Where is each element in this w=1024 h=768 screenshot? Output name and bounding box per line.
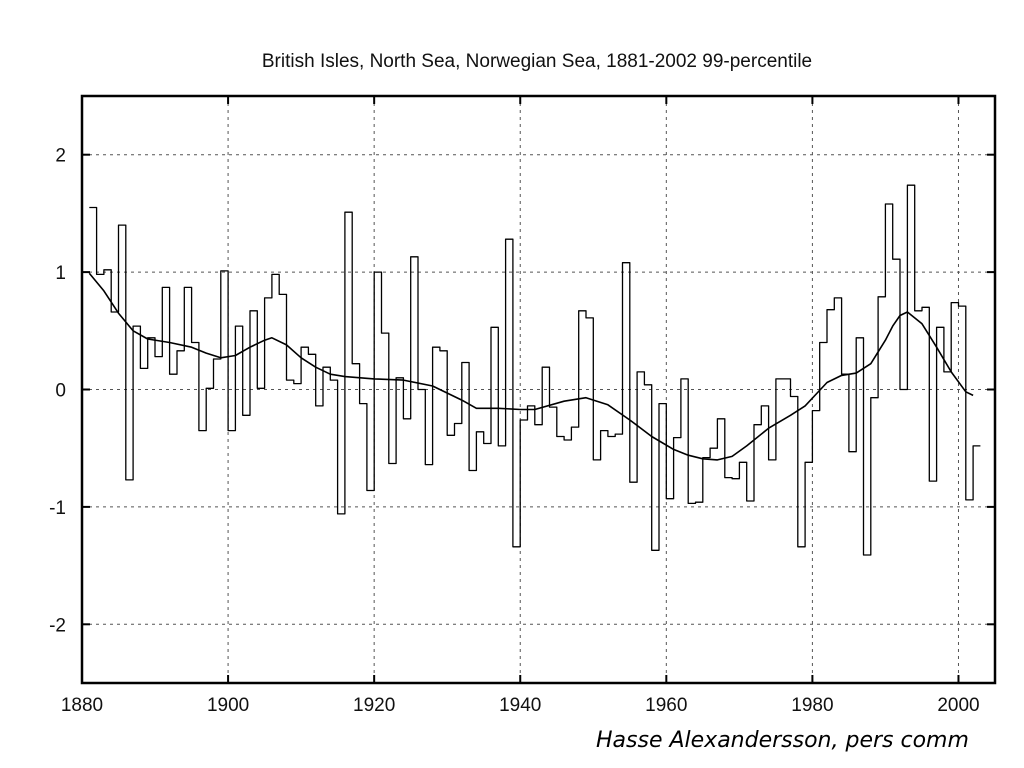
x-tick-label: 1980 [791, 695, 833, 716]
annual-step-series [89, 184, 981, 556]
y-tick-label: 0 [55, 381, 66, 402]
credit-text: Hasse Alexandersson, pers comm [596, 728, 969, 753]
x-tick-label: 1900 [207, 695, 249, 716]
y-tick-labels: 2 1 0 -1 -2 [49, 146, 66, 637]
y-tick-label: 1 [55, 263, 66, 284]
x-tick-labels: 1880 1900 1920 1940 1960 1980 2000 [61, 695, 980, 716]
tick-marks [81, 96, 995, 683]
x-tick-label: 1920 [353, 695, 395, 716]
smoothed-trend-line [88, 272, 974, 461]
y-tick-label: -2 [49, 615, 66, 636]
x-tick-label: 1960 [645, 695, 687, 716]
chart-title: British Isles, North Sea, Norwegian Sea,… [262, 51, 812, 72]
y-tick-label: -1 [49, 498, 66, 519]
grid [82, 96, 995, 683]
x-tick-label: 1940 [499, 695, 541, 716]
series-group [88, 184, 981, 556]
y-tick-label: 2 [55, 146, 66, 167]
x-tick-label: 2000 [937, 695, 979, 716]
x-tick-label: 1880 [61, 695, 103, 716]
